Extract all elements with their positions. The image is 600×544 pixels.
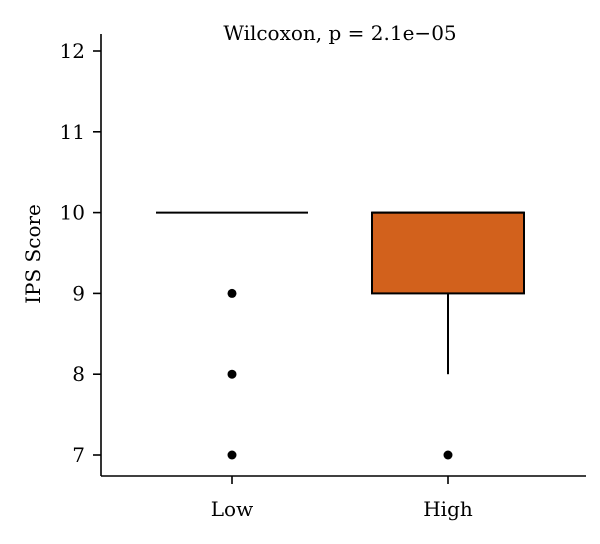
y-tick-label: 8 [72, 362, 85, 386]
x-tick-label: Low [211, 497, 253, 521]
outlier-point [227, 288, 237, 298]
plot-area [156, 211, 525, 460]
box-group-high [371, 211, 525, 460]
y-tick-label: 10 [60, 201, 85, 225]
y-axis-title: IPS Score [21, 204, 45, 304]
outlier-point [443, 450, 453, 460]
y-tick-label: 7 [72, 443, 85, 467]
outlier-point [227, 450, 237, 460]
outlier-point [227, 369, 237, 379]
x-axis: Low High [101, 475, 586, 521]
y-tick-label: 11 [60, 120, 85, 144]
box-iqr [371, 211, 525, 295]
box-group-low [156, 211, 308, 460]
y-tick-label: 9 [72, 281, 85, 305]
y-axis: 7 8 9 10 11 12 [60, 34, 102, 476]
y-tick-label: 12 [60, 39, 85, 63]
wilcoxon-annotation: Wilcoxon, p = 2.1e−05 [223, 21, 456, 45]
x-tick-label: High [423, 497, 473, 521]
